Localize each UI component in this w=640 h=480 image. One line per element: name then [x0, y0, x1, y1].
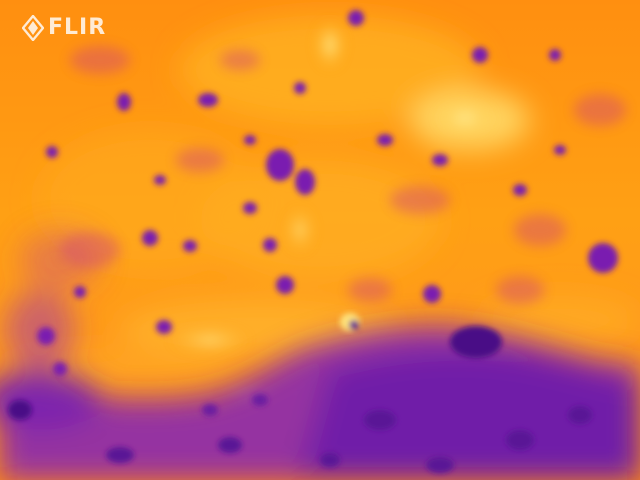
cool-spots — [8, 10, 618, 473]
cool-lower-region — [0, 230, 640, 480]
flir-logo-icon — [22, 15, 44, 41]
hot-object — [340, 313, 360, 331]
flir-watermark: FLIR — [22, 14, 106, 42]
brand-name: FLIR — [48, 15, 107, 40]
mid-tone-mottling — [60, 46, 626, 304]
